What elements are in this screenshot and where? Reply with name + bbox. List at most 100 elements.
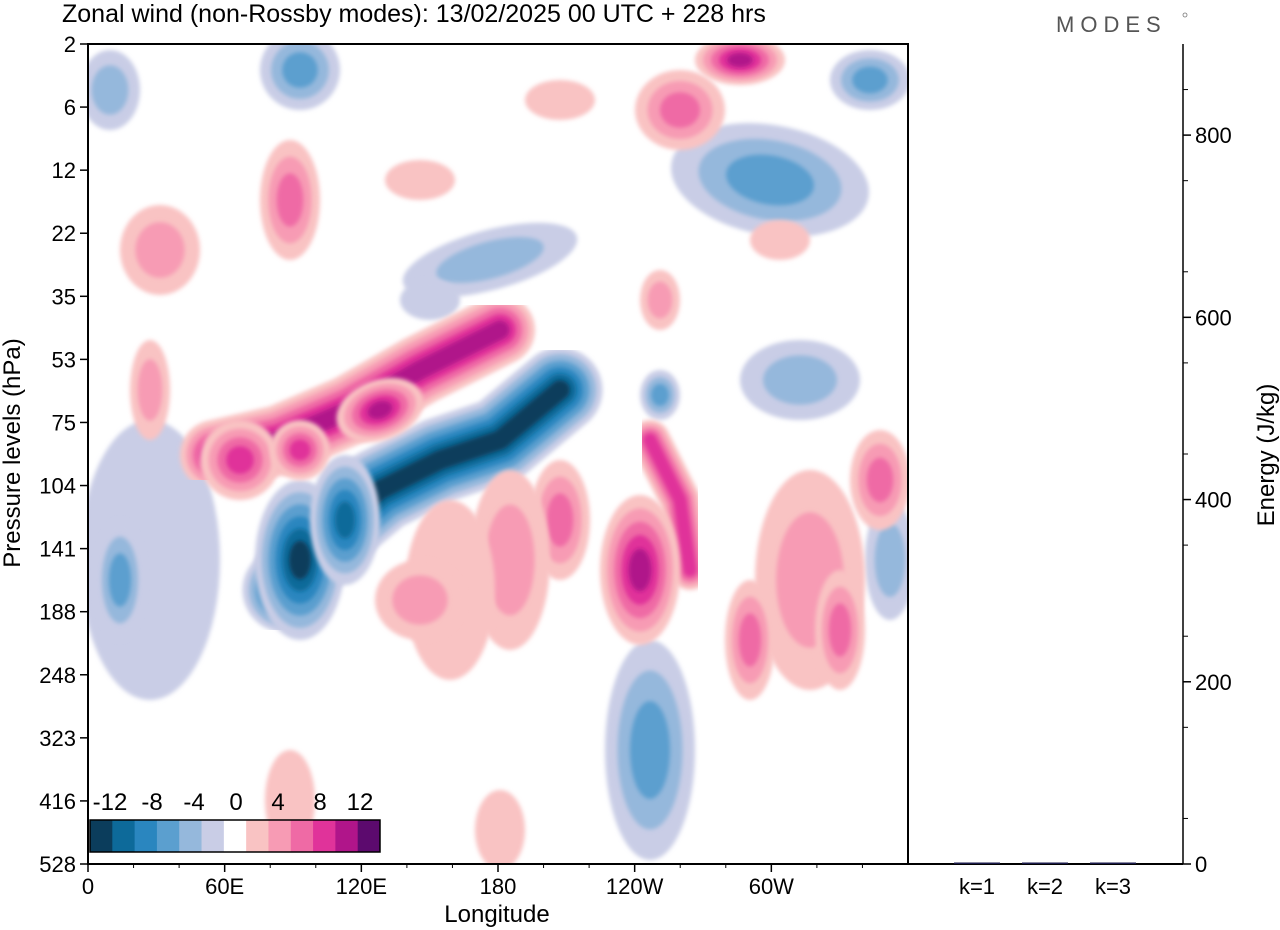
positive-wind-contour [525, 80, 595, 120]
energy-panel: 0 200 400 600 800 k=1 k=2 k=3 Energy (J/kg) [908, 44, 1280, 899]
brand-mark-icon [1182, 12, 1188, 18]
heatmap-panel: 0 60E 120E 180 120W 60W 2 6 12 22 35 53 75 104 141 188… [0, 32, 909, 928]
y-tick-label: 22 [52, 221, 76, 246]
negative-wind-contour [289, 540, 311, 580]
y-tick-label: 12 [52, 158, 76, 183]
positive-wind-contour [226, 446, 254, 474]
colorbar-cell [112, 820, 136, 852]
y-tick-label: 416 [39, 789, 76, 814]
negative-wind-contour [852, 66, 888, 94]
x-tick-label: 120E [336, 874, 387, 899]
energy-tick-label: 200 [1195, 670, 1232, 695]
y-tick-label: 104 [39, 474, 76, 499]
y-axis: 2 6 12 22 35 53 75 104 141 188 248 323 416 528 [39, 32, 88, 877]
y-tick-label: 141 [39, 537, 76, 562]
positive-wind-contour [385, 160, 455, 200]
colorbar-cell [179, 820, 203, 852]
colorbar-label: 4 [271, 789, 284, 816]
x-axis-title: Longitude [444, 901, 549, 928]
positive-wind-contour [647, 281, 673, 319]
x-axis: 0 60E 120E 180 120W 60W [82, 864, 863, 899]
colorbar-cell [134, 820, 158, 852]
positive-wind-contour [475, 790, 525, 864]
negative-wind-contour [630, 701, 670, 799]
x-tick-label: 120W [606, 874, 664, 899]
positive-wind-contour [392, 575, 448, 625]
colorbar-cells [90, 820, 381, 852]
x-tick-label: 180 [480, 874, 517, 899]
colorbar-cell [290, 820, 314, 852]
y-tick-label: 2 [64, 32, 76, 57]
negative-wind-contour [874, 523, 906, 597]
positive-wind-contour [738, 613, 762, 667]
x-tick-label: 60W [749, 874, 794, 899]
energy-bar [1090, 862, 1136, 864]
colorbar-cell [223, 820, 247, 852]
colorbar-labels: -12 -8 -4 0 4 8 12 [93, 789, 374, 816]
positive-wind-contour [485, 504, 535, 616]
colorbar-label: -4 [183, 789, 204, 816]
positive-wind-contour [135, 222, 185, 278]
energy-bars [954, 862, 1136, 864]
contour-fields [88, 44, 908, 864]
positive-wind-contour [289, 439, 311, 461]
y-axis-title: Pressure levels (hPa) [0, 338, 26, 567]
y-tick-label: 188 [39, 600, 76, 625]
positive-wind-contour [660, 92, 700, 128]
colorbar-label: 8 [313, 789, 326, 816]
colorbar-frame [89, 819, 381, 853]
colorbar-cell [313, 820, 336, 852]
negative-wind-contour [763, 355, 837, 405]
colorbar-cell [246, 820, 269, 852]
negative-wind-contour [335, 501, 355, 539]
energy-y-axis: 0 200 400 600 800 [1183, 89, 1232, 877]
negative-wind-contour [651, 383, 669, 407]
colorbar-label: 12 [347, 789, 374, 816]
x-tick-label: 0 [82, 874, 94, 899]
positive-wind-contour [367, 400, 393, 420]
colorbar-cell [90, 820, 113, 852]
energy-x-axis: k=1 k=2 k=3 [959, 874, 1131, 899]
colorbar-label: 0 [229, 789, 242, 816]
energy-bar [1022, 862, 1068, 864]
energy-tick-label: 400 [1195, 488, 1232, 513]
colorbar-cell [357, 820, 381, 852]
colorbar-label: -12 [93, 789, 128, 816]
y-tick-label: 75 [52, 410, 76, 435]
positive-wind-contour [276, 173, 304, 227]
positive-wind-contour [750, 220, 810, 260]
positive-wind-contour [866, 457, 894, 503]
positive-wind-contour [137, 359, 163, 421]
colorbar-cell [156, 820, 180, 852]
colorbar-cell [201, 820, 225, 852]
chart-title: Zonal wind (non-Rossby modes): 13/02/202… [62, 0, 766, 28]
y-tick-label: 248 [39, 663, 76, 688]
energy-axis-title: Energy (J/kg) [1253, 384, 1280, 527]
positive-wind-contour [643, 433, 697, 577]
negative-wind-contour [400, 280, 460, 320]
positive-wind-contour [628, 548, 652, 592]
negative-wind-contour [436, 237, 544, 283]
negative-wind-contour [108, 553, 132, 607]
y-tick-label: 53 [52, 347, 76, 372]
colorbar-cell [335, 820, 359, 852]
colorbar-cell [268, 820, 292, 852]
y-tick-label: 323 [39, 726, 76, 751]
negative-wind-contour [282, 52, 318, 88]
energy-bar [954, 862, 1000, 864]
energy-tick-label: 800 [1195, 123, 1232, 148]
colorbar-label: -8 [141, 789, 162, 816]
x-tick-label: 60E [205, 874, 244, 899]
negative-wind-contour [91, 65, 129, 115]
y-tick-label: 528 [39, 852, 76, 877]
energy-tick-label: 600 [1195, 305, 1232, 330]
negative-wind-contour [726, 154, 814, 206]
energy-category-label: k=1 [959, 874, 995, 899]
y-tick-label: 35 [52, 284, 76, 309]
brand-logo: MODES [1056, 12, 1167, 37]
positive-wind-contour [546, 493, 574, 547]
y-tick-label: 6 [64, 95, 76, 120]
positive-wind-contour [727, 52, 753, 68]
energy-category-label: k=2 [1027, 874, 1063, 899]
